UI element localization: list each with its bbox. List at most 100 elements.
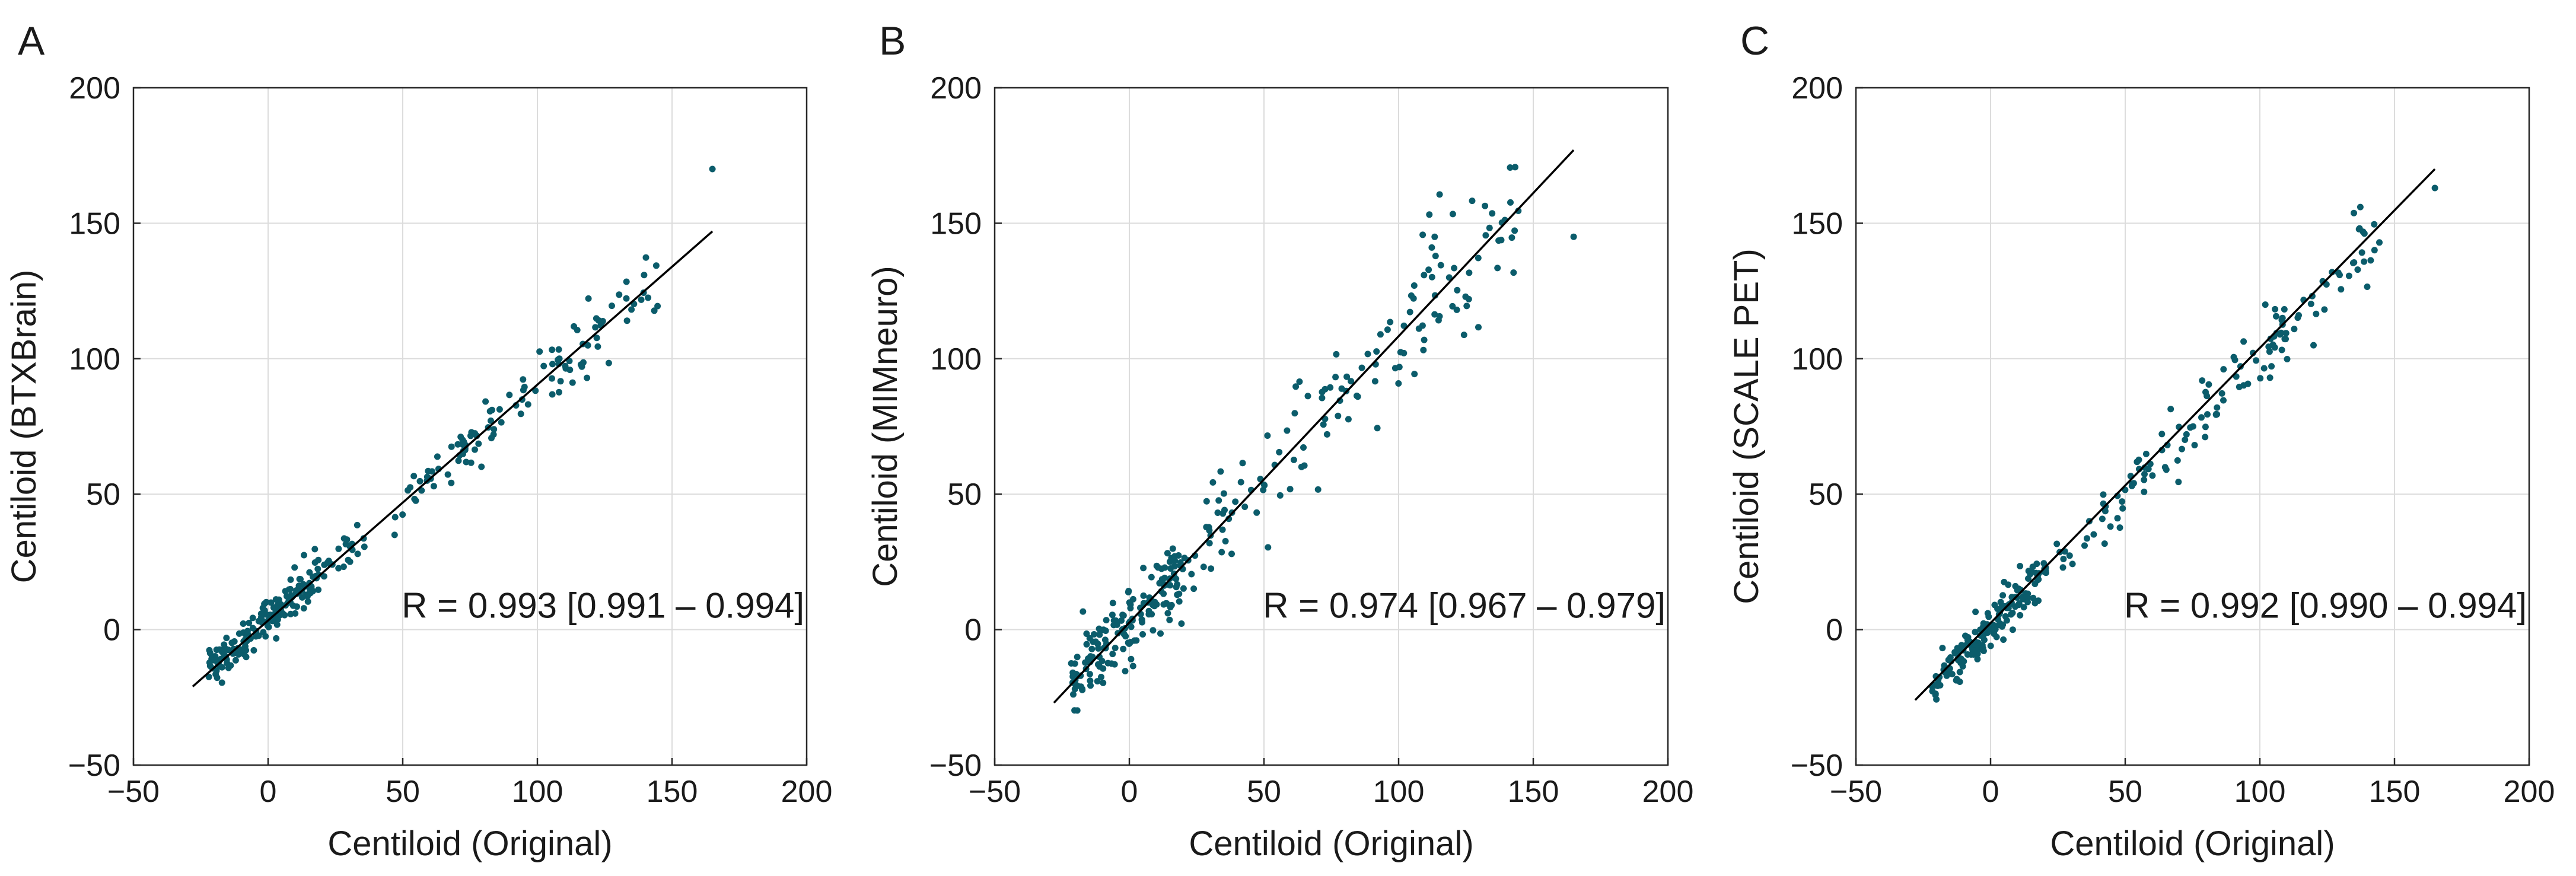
- data-point: [263, 598, 270, 606]
- data-point: [1138, 616, 1145, 623]
- data-point: [1453, 306, 1460, 313]
- data-point: [2345, 272, 2352, 279]
- data-point: [1215, 497, 1222, 504]
- data-point: [2354, 266, 2361, 273]
- data-point: [536, 348, 543, 355]
- data-point: [524, 401, 531, 408]
- y-tick-label: 0: [103, 613, 120, 648]
- data-point: [592, 324, 599, 331]
- data-point: [1080, 608, 1087, 615]
- data-point: [2116, 524, 2123, 531]
- data-point: [1126, 599, 1133, 606]
- data-point: [1203, 498, 1210, 505]
- data-point: [521, 384, 528, 390]
- data-point: [284, 593, 290, 600]
- data-point: [463, 458, 470, 466]
- y-tick-label: 0: [1826, 613, 1843, 648]
- data-point: [1489, 210, 1496, 217]
- data-point: [1120, 612, 1127, 619]
- data-point: [1465, 295, 1472, 302]
- y-tick-label: 100: [1791, 342, 1843, 377]
- data-point: [1358, 364, 1365, 371]
- data-point: [1445, 274, 1453, 281]
- data-point: [569, 379, 576, 386]
- data-point: [2101, 540, 2108, 547]
- data-point: [1929, 687, 1936, 695]
- y-tick-label: 100: [69, 342, 120, 377]
- data-point: [2360, 228, 2367, 235]
- y-tick-label: 200: [930, 71, 982, 106]
- data-point: [1395, 380, 1402, 387]
- data-point: [391, 514, 399, 521]
- data-point: [213, 646, 220, 654]
- data-point: [2276, 331, 2284, 338]
- data-point: [2009, 626, 2016, 633]
- data-point: [2007, 611, 2014, 618]
- data-point: [2336, 272, 2343, 279]
- data-point: [585, 295, 592, 302]
- data-point: [2212, 410, 2220, 418]
- data-point: [491, 426, 498, 433]
- data-point: [2266, 348, 2273, 355]
- data-point: [228, 639, 235, 646]
- data-point: [1463, 302, 1470, 310]
- data-point: [1437, 262, 1444, 269]
- data-point: [1290, 456, 1297, 463]
- y-tick-label: 200: [1791, 71, 1843, 106]
- data-point: [2307, 300, 2314, 307]
- data-point: [2253, 357, 2260, 364]
- regression-line: [192, 230, 714, 687]
- data-point: [1482, 232, 1489, 239]
- data-point: [2220, 397, 2227, 404]
- data-point: [2066, 552, 2073, 559]
- data-point: [237, 646, 244, 653]
- data-point: [2295, 312, 2302, 319]
- data-point: [1276, 492, 1284, 499]
- x-tick-label: −50: [107, 775, 160, 809]
- panel-letter: C: [1740, 18, 1769, 63]
- x-tick-label: 200: [1642, 775, 1694, 809]
- data-point: [1371, 378, 1378, 385]
- x-tick-label: 150: [647, 775, 698, 809]
- data-point: [1384, 326, 1391, 333]
- x-tick-label: 200: [2504, 775, 2555, 809]
- data-point: [1140, 565, 1147, 572]
- data-point: [213, 667, 220, 674]
- data-point: [1374, 425, 1381, 432]
- data-point: [540, 362, 547, 369]
- data-point: [1421, 272, 1428, 279]
- data-point: [1261, 482, 1268, 489]
- data-point: [1218, 549, 1225, 556]
- data-point: [399, 511, 406, 518]
- data-point: [1460, 332, 1467, 339]
- data-point: [1164, 550, 1171, 557]
- data-point: [287, 576, 294, 583]
- panel-b: B −50 0 50 100 150 200 −50 0 50 100 150 200 Centiloid…: [866, 18, 1693, 863]
- data-point: [1083, 630, 1090, 637]
- data-point: [448, 443, 455, 450]
- data-point: [472, 446, 478, 453]
- data-point: [257, 610, 265, 617]
- data-point: [1264, 432, 1271, 439]
- data-point: [1410, 295, 1417, 302]
- data-point: [1164, 610, 1171, 617]
- data-point: [1102, 627, 1109, 634]
- data-point: [1508, 234, 1515, 241]
- data-point: [1972, 609, 1979, 616]
- data-point: [2081, 542, 2088, 549]
- data-point: [2119, 498, 2126, 505]
- data-point: [2202, 423, 2209, 431]
- data-point: [2230, 353, 2237, 361]
- data-point: [360, 535, 367, 542]
- data-point: [2271, 344, 2278, 351]
- data-point: [1494, 265, 1501, 272]
- data-point: [1507, 199, 1514, 206]
- data-point: [1253, 509, 1260, 516]
- data-point: [1139, 631, 1146, 638]
- data-point: [2031, 600, 2039, 607]
- data-point: [2069, 560, 2076, 568]
- data-point: [2090, 531, 2097, 538]
- data-point: [2367, 257, 2374, 264]
- data-point: [1292, 383, 1300, 390]
- data-point: [2134, 458, 2141, 466]
